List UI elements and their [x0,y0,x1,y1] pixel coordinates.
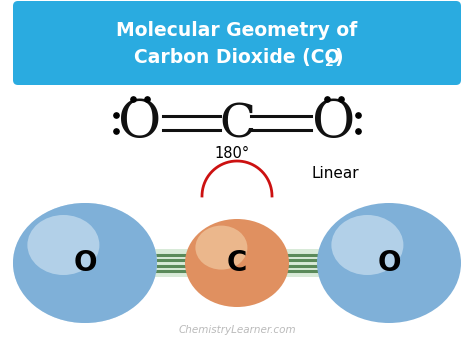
Text: Molecular Geometry of: Molecular Geometry of [117,20,357,39]
Ellipse shape [64,245,107,281]
Text: O: O [377,249,401,277]
Ellipse shape [56,239,114,287]
Bar [155,249,319,277]
Text: O: O [73,249,97,277]
Ellipse shape [27,215,100,275]
Text: ): ) [334,49,343,68]
Ellipse shape [317,203,461,323]
Ellipse shape [35,221,136,305]
Ellipse shape [31,218,139,308]
Text: Carbon Dioxide (CO: Carbon Dioxide (CO [134,49,340,68]
Ellipse shape [46,230,125,296]
Ellipse shape [17,206,154,320]
Ellipse shape [42,227,128,299]
Text: O: O [118,98,162,149]
Ellipse shape [27,215,143,311]
Text: 180°: 180° [214,146,250,160]
Text: O: O [312,98,356,149]
Ellipse shape [185,219,289,307]
Text: 2: 2 [325,56,334,69]
Ellipse shape [24,212,146,314]
Text: Linear: Linear [312,167,360,182]
Text: ChemistryLearner.com: ChemistryLearner.com [178,325,296,335]
Ellipse shape [49,233,121,293]
Ellipse shape [331,215,403,275]
FancyBboxPatch shape [13,1,461,85]
Text: C: C [227,249,247,277]
Ellipse shape [53,236,118,290]
Ellipse shape [38,224,132,302]
Ellipse shape [13,203,157,323]
Ellipse shape [20,209,150,317]
Ellipse shape [13,203,157,323]
Ellipse shape [60,242,110,284]
Text: C: C [219,102,255,148]
Ellipse shape [195,226,247,270]
